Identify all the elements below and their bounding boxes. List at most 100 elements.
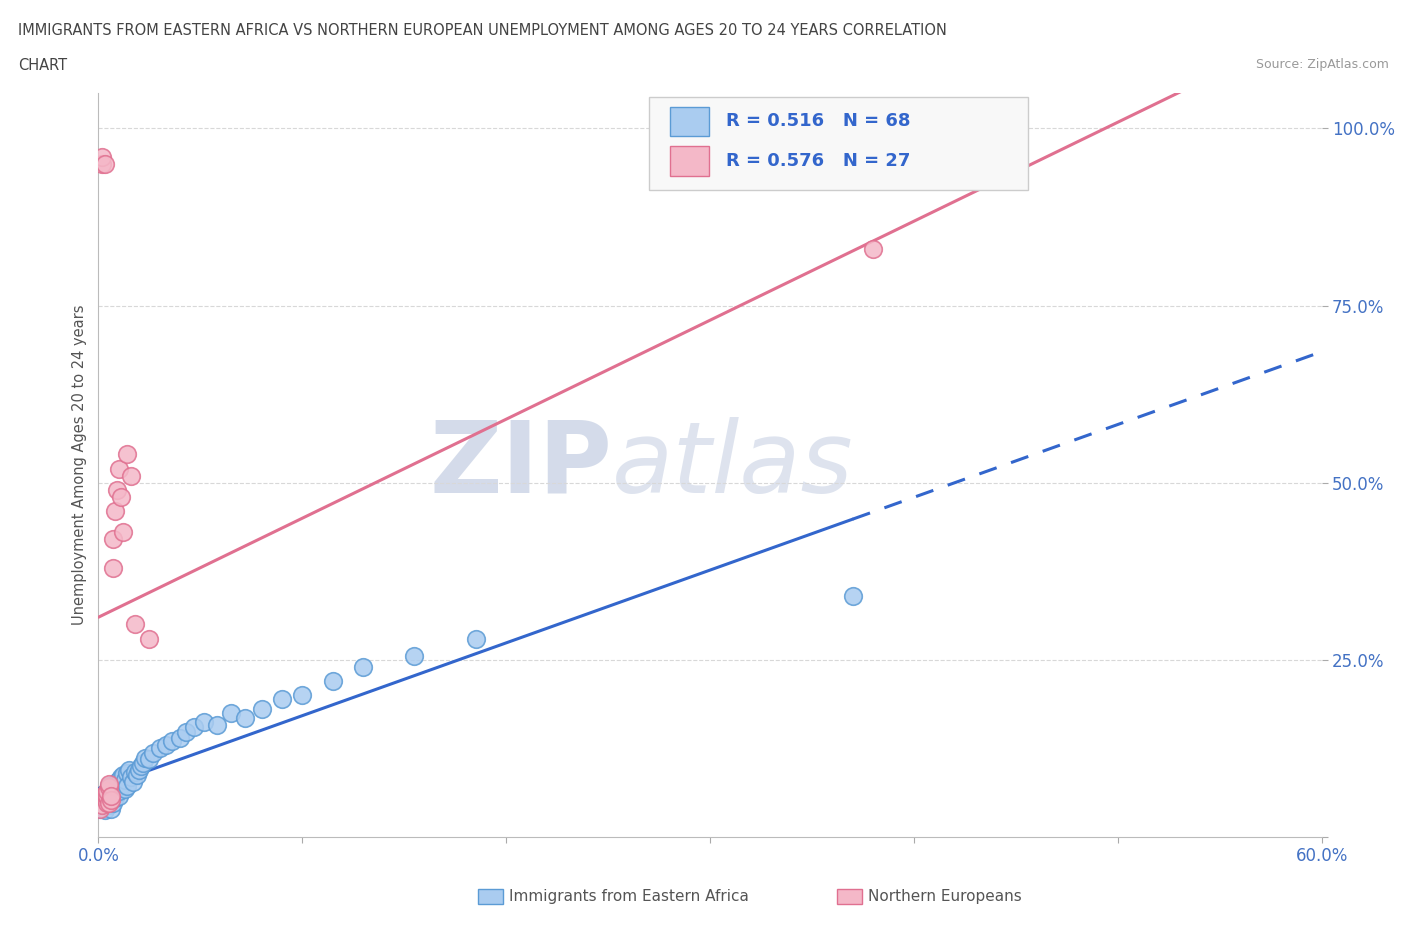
Text: Northern Europeans: Northern Europeans: [868, 889, 1021, 904]
Point: [110, 769, 132, 784]
Point: [93, 803, 115, 817]
Point: [138, 751, 160, 766]
Point: [115, 447, 138, 462]
Point: [115, 765, 138, 780]
Point: [155, 737, 177, 752]
Point: [97, 795, 120, 810]
Point: [101, 532, 124, 547]
Point: [193, 715, 215, 730]
Point: [132, 755, 155, 770]
Point: [129, 759, 152, 774]
Point: [91, 156, 114, 171]
Point: [108, 783, 131, 798]
Point: [96, 792, 118, 807]
Point: [91, 794, 114, 809]
Point: [96, 783, 118, 798]
Point: [219, 706, 242, 721]
Point: [97, 781, 120, 796]
Point: [352, 659, 374, 674]
Point: [97, 778, 120, 793]
Point: [114, 773, 136, 788]
Text: CHART: CHART: [18, 58, 67, 73]
Point: [233, 711, 256, 725]
Point: [205, 718, 228, 733]
Point: [169, 730, 191, 745]
Point: [862, 242, 884, 257]
Text: ZIP: ZIP: [429, 417, 612, 513]
Point: [104, 781, 127, 796]
Point: [97, 787, 120, 802]
Text: Immigrants from Eastern Africa: Immigrants from Eastern Africa: [509, 889, 749, 904]
FancyBboxPatch shape: [648, 97, 1028, 190]
Point: [96, 789, 118, 804]
Point: [124, 617, 146, 631]
Point: [142, 746, 165, 761]
Point: [97, 780, 120, 795]
Point: [841, 589, 863, 604]
Point: [120, 769, 142, 784]
Point: [96, 783, 118, 798]
Point: [115, 778, 138, 793]
Point: [127, 767, 149, 782]
Point: [108, 461, 131, 476]
Point: [111, 767, 134, 782]
Point: [101, 789, 124, 804]
Point: [105, 780, 128, 795]
Point: [120, 468, 142, 483]
Point: [111, 777, 134, 791]
Point: [93, 156, 115, 171]
Point: [104, 777, 127, 791]
Point: [104, 504, 127, 519]
Point: [91, 798, 114, 813]
Point: [118, 763, 141, 777]
Point: [101, 560, 124, 575]
Point: [108, 789, 131, 804]
Point: [100, 789, 122, 804]
Point: [105, 483, 128, 498]
Point: [128, 763, 150, 777]
Point: [108, 773, 131, 788]
Point: [149, 741, 172, 756]
Point: [110, 489, 132, 504]
Point: [100, 792, 122, 807]
Point: [100, 786, 122, 801]
Point: [105, 786, 128, 801]
Point: [124, 764, 146, 779]
Point: [97, 777, 120, 791]
Point: [105, 775, 128, 790]
Point: [97, 798, 120, 813]
Point: [291, 688, 314, 703]
Point: [104, 790, 127, 805]
Point: [160, 734, 183, 749]
Point: [89, 802, 111, 817]
Point: [100, 802, 122, 817]
Point: [91, 800, 114, 815]
Point: [322, 673, 344, 688]
Point: [93, 790, 115, 805]
Point: [91, 798, 114, 813]
Point: [183, 720, 205, 735]
Point: [101, 780, 124, 795]
Point: [96, 795, 118, 810]
Point: [100, 790, 122, 805]
Y-axis label: Unemployment Among Ages 20 to 24 years: Unemployment Among Ages 20 to 24 years: [72, 305, 87, 625]
Point: [93, 787, 115, 802]
Text: IMMIGRANTS FROM EASTERN AFRICA VS NORTHERN EUROPEAN UNEMPLOYMENT AMONG AGES 20 T: IMMIGRANTS FROM EASTERN AFRICA VS NORTHE…: [18, 23, 948, 38]
Point: [111, 525, 134, 539]
Text: atlas: atlas: [612, 417, 853, 513]
Point: [93, 787, 115, 802]
Point: [270, 691, 294, 706]
Point: [101, 795, 124, 810]
Bar: [669, 146, 709, 176]
Point: [250, 702, 273, 717]
Point: [93, 790, 115, 805]
Bar: [669, 107, 709, 137]
Point: [404, 649, 426, 664]
Text: R = 0.516   N = 68: R = 0.516 N = 68: [725, 113, 911, 130]
Point: [174, 724, 197, 739]
Point: [134, 751, 156, 765]
Point: [89, 802, 111, 817]
Point: [101, 783, 124, 798]
Text: Source: ZipAtlas.com: Source: ZipAtlas.com: [1256, 58, 1389, 71]
Point: [122, 775, 145, 790]
